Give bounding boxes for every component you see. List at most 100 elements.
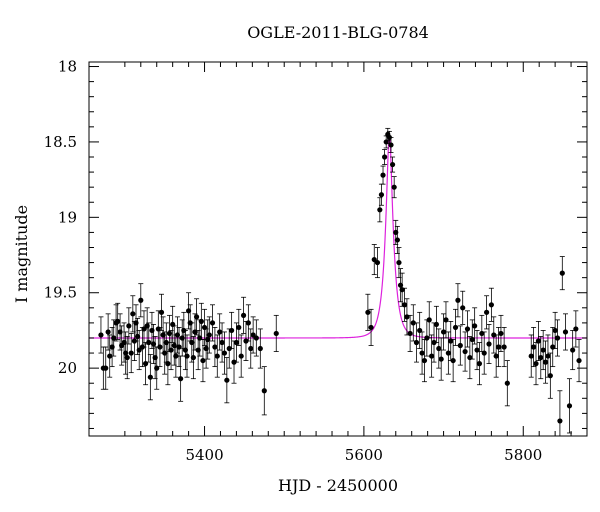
point-marker [257,345,263,352]
data-point [240,296,247,334]
data-point [486,324,492,365]
data-point [253,319,259,357]
point-marker [245,320,251,326]
data-point [413,322,420,363]
data-point [184,334,190,378]
data-point [176,327,182,368]
data-point [178,355,184,402]
point-marker [236,324,242,331]
point-marker [273,330,279,337]
data-point [452,308,459,346]
data-point [380,165,386,185]
data-point [229,311,235,349]
point-marker [212,344,218,350]
point-marker [440,329,447,335]
data-point [438,337,444,381]
point-marker [557,418,563,424]
point-marker [554,335,561,341]
data-point [559,256,565,291]
data-point [528,334,534,378]
data-point [119,325,125,366]
point-marker [168,347,174,353]
point-marker [493,353,499,359]
data-point [481,331,487,375]
data-point [193,298,200,336]
data-point [457,325,463,366]
chart-title: OGLE-2011-BLG-0784 [247,23,429,42]
data-point [570,330,576,371]
data-point [533,342,539,386]
point-marker [190,354,196,361]
point-marker [433,321,440,328]
point-marker [240,312,247,318]
point-marker [158,309,165,315]
data-point [206,316,212,354]
data-point [233,322,240,363]
data-point [128,333,134,374]
data-point [547,352,553,399]
data-point [214,334,220,378]
data-point [147,354,153,401]
point-marker [193,314,200,320]
point-marker [124,354,130,361]
data-point [365,293,371,331]
point-marker [221,350,228,356]
point-marker [128,350,134,356]
data-point [221,331,228,375]
data-point [576,339,582,383]
data-point [542,340,549,384]
point-marker [528,353,534,359]
point-marker [438,356,444,362]
data-point [464,310,471,348]
point-marker [248,345,254,352]
point-marker [542,359,549,365]
point-marker [198,318,204,324]
point-marker [238,353,244,359]
point-marker [217,329,223,335]
point-marker [176,344,182,350]
point-marker [138,297,144,303]
point-marker [388,142,394,148]
data-point [552,311,558,349]
data-points-layer [98,127,582,436]
point-marker [396,259,402,266]
point-marker [173,353,179,359]
point-marker [460,305,466,311]
data-point [261,366,267,416]
point-marker [410,320,416,326]
data-point [190,336,196,380]
data-point [554,319,561,357]
data-point [426,301,432,339]
point-marker [474,347,480,353]
point-marker [462,348,468,355]
point-marker [531,344,537,350]
axis-ticks-layer [89,62,587,436]
data-point [421,339,428,383]
data-point [501,327,507,368]
point-marker [445,350,451,356]
point-marker [115,318,121,324]
point-marker [157,344,163,350]
point-marker [389,161,396,168]
data-point [436,328,442,369]
point-marker [206,332,212,338]
data-point [212,327,218,368]
point-marker [566,403,573,409]
point-marker [484,309,490,315]
point-marker [184,353,190,359]
point-marker [146,339,152,346]
y-axis-label: I magnitude [12,205,31,303]
point-marker [443,317,449,323]
x-tick-label: 5600 [345,446,383,464]
data-point [219,322,225,363]
data-point [209,304,216,342]
point-marker [504,380,510,386]
data-point [130,295,136,333]
point-marker [253,335,259,341]
point-marker [472,323,478,329]
data-point [493,334,499,378]
point-marker [488,302,494,308]
x-tick-labels: 5400 5600 5800 [185,446,542,464]
point-marker [464,326,471,332]
